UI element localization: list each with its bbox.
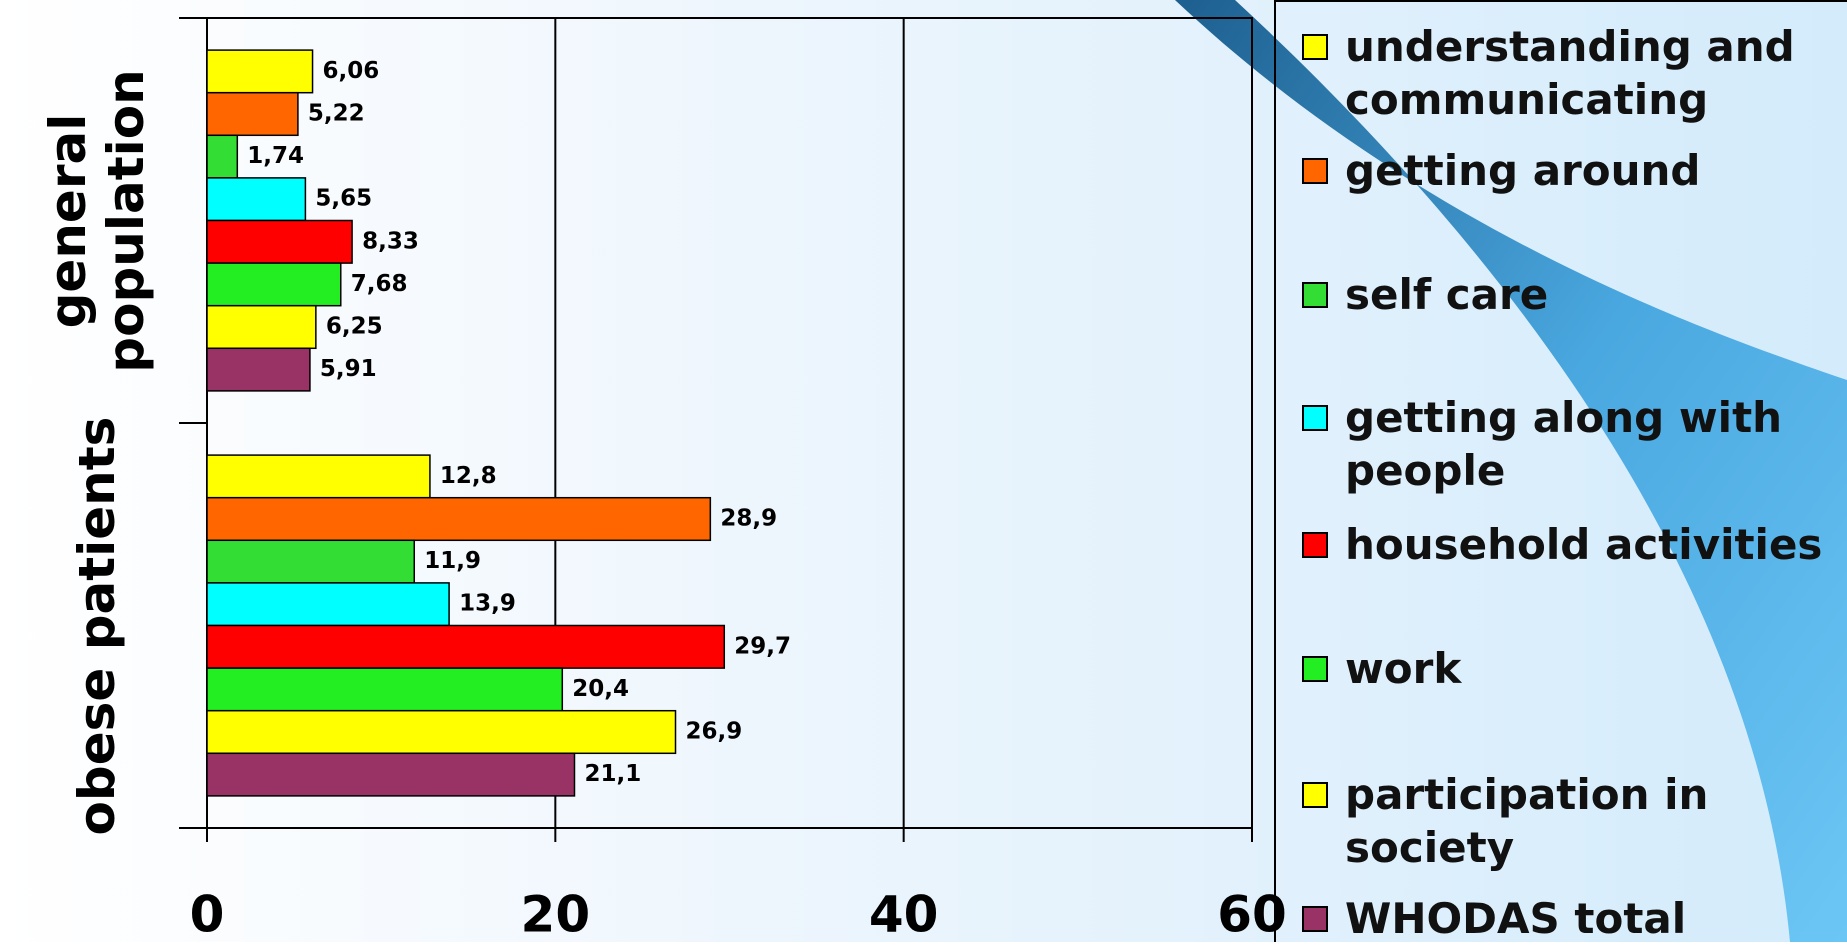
bar: [207, 306, 316, 349]
legend-swatch: [1303, 283, 1327, 307]
legend-swatch: [1303, 783, 1327, 807]
legend-label: WHODAS total: [1345, 892, 1845, 945]
legend-label: getting along with people: [1345, 391, 1845, 497]
x-tick-label: 0: [190, 886, 225, 943]
legend-label: getting around: [1345, 144, 1845, 197]
bar: [207, 753, 574, 796]
data-label: 1,74: [247, 143, 304, 169]
legend-swatch: [1303, 657, 1327, 681]
legend-label: self care: [1345, 268, 1845, 321]
data-label: 12,8: [440, 463, 497, 489]
bar: [207, 498, 710, 541]
legend-label: participation in society: [1345, 768, 1845, 874]
bar: [207, 540, 414, 583]
bar: [207, 583, 449, 626]
data-label: 20,4: [572, 676, 629, 702]
data-label: 21,1: [584, 761, 641, 787]
page: 0 20 40 60 6,06 5,221,74 5,65 8,33 7,68 6,25 5,91 1…: [0, 0, 1847, 942]
data-label: 11,9: [424, 548, 481, 574]
data-label: 13,9: [459, 591, 516, 617]
data-label: 8,33: [362, 228, 419, 254]
bar: [207, 711, 676, 754]
bar: [207, 93, 298, 136]
category-label: obese patients: [68, 416, 126, 836]
legend-swatch: [1303, 35, 1327, 59]
legend-label: work: [1345, 642, 1845, 695]
bar: [207, 178, 305, 221]
bar: [207, 626, 724, 669]
bar: [207, 455, 430, 498]
legend-swatch: [1303, 406, 1327, 430]
data-label: 28,9: [720, 506, 777, 532]
data-label: 6,06: [323, 58, 380, 84]
bar: [207, 50, 313, 93]
x-tick-label: 40: [869, 886, 939, 943]
x-tick-label: 20: [521, 886, 591, 943]
data-label: 5,65: [315, 186, 372, 212]
data-label: 5,91: [320, 356, 377, 382]
data-label: 7,68: [351, 271, 408, 297]
bar: [207, 348, 310, 391]
bar: [207, 221, 352, 264]
bar: [207, 263, 341, 306]
category-label: general population: [39, 11, 155, 431]
bar: [207, 135, 237, 178]
data-label: 29,7: [734, 633, 791, 659]
x-tick-label: 60: [1217, 886, 1287, 943]
data-label: 6,25: [326, 314, 383, 340]
legend-swatch: [1303, 533, 1327, 557]
data-label: 5,22: [308, 101, 365, 127]
bar: [207, 668, 562, 711]
legend-swatch: [1303, 159, 1327, 183]
legend-label: household activities: [1345, 518, 1845, 571]
data-label: 26,9: [686, 719, 743, 745]
legend-swatch: [1303, 907, 1327, 931]
legend-label: understanding and communicating: [1345, 20, 1845, 126]
